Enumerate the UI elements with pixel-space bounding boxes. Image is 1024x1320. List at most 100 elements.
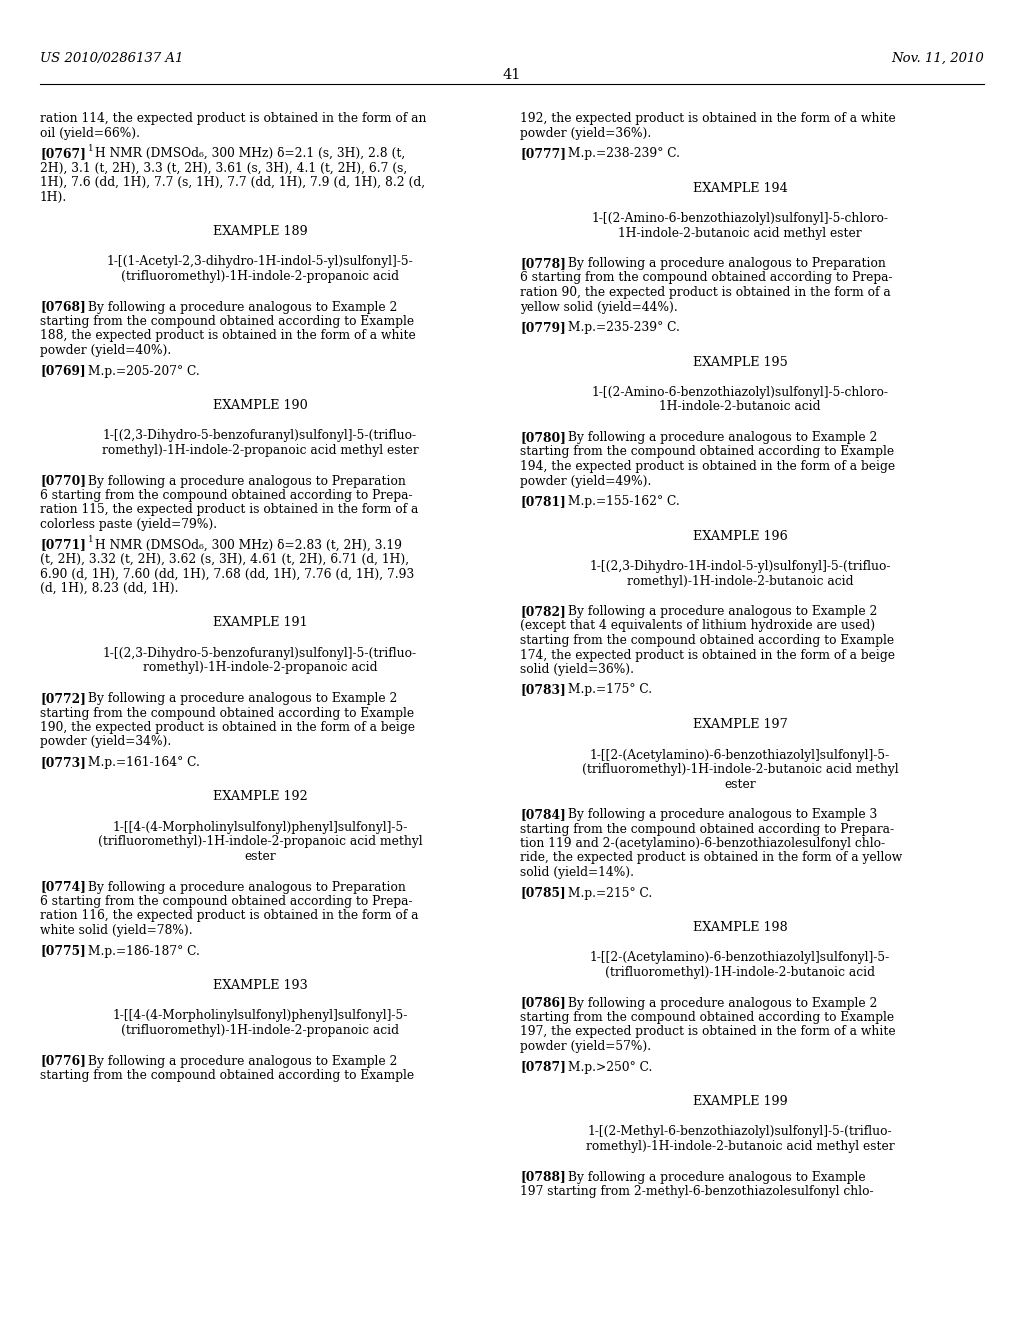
Text: ration 114, the expected product is obtained in the form of an: ration 114, the expected product is obta… <box>40 112 427 125</box>
Text: [0778]: [0778] <box>520 257 566 271</box>
Text: By following a procedure analogous to Preparation: By following a procedure analogous to Pr… <box>88 880 406 894</box>
Text: 194, the expected product is obtained in the form of a beige: 194, the expected product is obtained in… <box>520 459 895 473</box>
Text: white solid (yield=78%).: white solid (yield=78%). <box>40 924 193 937</box>
Text: tion 119 and 2-(acetylamino)-6-benzothiazolesulfonyl chlo-: tion 119 and 2-(acetylamino)-6-benzothia… <box>520 837 885 850</box>
Text: starting from the compound obtained according to Example: starting from the compound obtained acco… <box>520 446 894 458</box>
Text: 6 starting from the compound obtained according to Prepa-: 6 starting from the compound obtained ac… <box>520 272 893 285</box>
Text: 1-[[2-(Acetylamino)-6-benzothiazolyl]sulfonyl]-5-: 1-[[2-(Acetylamino)-6-benzothiazolyl]sul… <box>590 748 890 762</box>
Text: By following a procedure analogous to Example 2: By following a procedure analogous to Ex… <box>88 301 397 314</box>
Text: (except that 4 equivalents of lithium hydroxide are used): (except that 4 equivalents of lithium hy… <box>520 619 876 632</box>
Text: 1H).: 1H). <box>40 190 68 203</box>
Text: 1: 1 <box>88 536 93 544</box>
Text: 1H), 7.6 (dd, 1H), 7.7 (s, 1H), 7.7 (dd, 1H), 7.9 (d, 1H), 8.2 (d,: 1H), 7.6 (dd, 1H), 7.7 (s, 1H), 7.7 (dd,… <box>40 176 425 189</box>
Text: ration 90, the expected product is obtained in the form of a: ration 90, the expected product is obtai… <box>520 286 891 300</box>
Text: 1: 1 <box>88 144 93 153</box>
Text: solid (yield=14%).: solid (yield=14%). <box>520 866 634 879</box>
Text: ride, the expected product is obtained in the form of a yellow: ride, the expected product is obtained i… <box>520 851 902 865</box>
Text: 197, the expected product is obtained in the form of a white: 197, the expected product is obtained in… <box>520 1026 896 1039</box>
Text: starting from the compound obtained according to Example: starting from the compound obtained acco… <box>40 706 414 719</box>
Text: 6 starting from the compound obtained according to Prepa-: 6 starting from the compound obtained ac… <box>40 895 413 908</box>
Text: By following a procedure analogous to Example 3: By following a procedure analogous to Ex… <box>568 808 878 821</box>
Text: M.p.=175° C.: M.p.=175° C. <box>568 684 652 697</box>
Text: starting from the compound obtained according to Example: starting from the compound obtained acco… <box>40 1069 414 1082</box>
Text: [0773]: [0773] <box>40 756 86 770</box>
Text: 1-[[2-(Acetylamino)-6-benzothiazolyl]sulfonyl]-5-: 1-[[2-(Acetylamino)-6-benzothiazolyl]sul… <box>590 952 890 965</box>
Text: yellow solid (yield=44%).: yellow solid (yield=44%). <box>520 301 678 314</box>
Text: [0770]: [0770] <box>40 474 86 487</box>
Text: [0779]: [0779] <box>520 321 565 334</box>
Text: M.p.=186-187° C.: M.p.=186-187° C. <box>88 945 200 957</box>
Text: starting from the compound obtained according to Prepara-: starting from the compound obtained acco… <box>520 822 894 836</box>
Text: ester: ester <box>244 850 275 863</box>
Text: 1-[[4-(4-Morpholinylsulfonyl)phenyl]sulfonyl]-5-: 1-[[4-(4-Morpholinylsulfonyl)phenyl]sulf… <box>113 821 408 834</box>
Text: powder (yield=40%).: powder (yield=40%). <box>40 345 171 356</box>
Text: EXAMPLE 194: EXAMPLE 194 <box>692 181 787 194</box>
Text: romethyl)-1H-indole-2-propanoic acid: romethyl)-1H-indole-2-propanoic acid <box>142 661 377 675</box>
Text: (trifluoromethyl)-1H-indole-2-butanoic acid: (trifluoromethyl)-1H-indole-2-butanoic a… <box>605 966 874 979</box>
Text: [0772]: [0772] <box>40 692 86 705</box>
Text: 197 starting from 2-methyl-6-benzothiazolesulfonyl chlo-: 197 starting from 2-methyl-6-benzothiazo… <box>520 1185 873 1199</box>
Text: romethyl)-1H-indole-2-propanoic acid methyl ester: romethyl)-1H-indole-2-propanoic acid met… <box>101 444 419 457</box>
Text: 1-[(2,3-Dihydro-5-benzofuranyl)sulfonyl]-5-(trifluo-: 1-[(2,3-Dihydro-5-benzofuranyl)sulfonyl]… <box>103 647 417 660</box>
Text: (trifluoromethyl)-1H-indole-2-butanoic acid methyl: (trifluoromethyl)-1H-indole-2-butanoic a… <box>582 763 898 776</box>
Text: 1H-indole-2-butanoic acid: 1H-indole-2-butanoic acid <box>659 400 821 413</box>
Text: [0781]: [0781] <box>520 495 565 508</box>
Text: starting from the compound obtained according to Example: starting from the compound obtained acco… <box>520 634 894 647</box>
Text: M.p.=235-239° C.: M.p.=235-239° C. <box>568 321 680 334</box>
Text: [0769]: [0769] <box>40 364 86 378</box>
Text: EXAMPLE 192: EXAMPLE 192 <box>213 791 307 804</box>
Text: powder (yield=49%).: powder (yield=49%). <box>520 474 651 487</box>
Text: [0768]: [0768] <box>40 301 86 314</box>
Text: [0771]: [0771] <box>40 539 86 552</box>
Text: ration 115, the expected product is obtained in the form of a: ration 115, the expected product is obta… <box>40 503 419 516</box>
Text: [0787]: [0787] <box>520 1060 566 1073</box>
Text: (trifluoromethyl)-1H-indole-2-propanoic acid: (trifluoromethyl)-1H-indole-2-propanoic … <box>121 271 399 282</box>
Text: colorless paste (yield=79%).: colorless paste (yield=79%). <box>40 517 217 531</box>
Text: By following a procedure analogous to Example 2: By following a procedure analogous to Ex… <box>568 997 878 1010</box>
Text: EXAMPLE 190: EXAMPLE 190 <box>213 399 307 412</box>
Text: By following a procedure analogous to Preparation: By following a procedure analogous to Pr… <box>88 474 406 487</box>
Text: By following a procedure analogous to Example: By following a procedure analogous to Ex… <box>568 1171 865 1184</box>
Text: 192, the expected product is obtained in the form of a white: 192, the expected product is obtained in… <box>520 112 896 125</box>
Text: EXAMPLE 193: EXAMPLE 193 <box>213 979 307 993</box>
Text: M.p.>250° C.: M.p.>250° C. <box>568 1060 652 1073</box>
Text: EXAMPLE 197: EXAMPLE 197 <box>692 718 787 731</box>
Text: 1-[(2,3-Dihydro-1H-indol-5-yl)sulfonyl]-5-(trifluo-: 1-[(2,3-Dihydro-1H-indol-5-yl)sulfonyl]-… <box>589 560 891 573</box>
Text: EXAMPLE 191: EXAMPLE 191 <box>213 616 307 630</box>
Text: 1-[[4-(4-Morpholinylsulfonyl)phenyl]sulfonyl]-5-: 1-[[4-(4-Morpholinylsulfonyl)phenyl]sulf… <box>113 1010 408 1023</box>
Text: M.p.=155-162° C.: M.p.=155-162° C. <box>568 495 680 508</box>
Text: By following a procedure analogous to Preparation: By following a procedure analogous to Pr… <box>568 257 886 271</box>
Text: [0777]: [0777] <box>520 147 566 160</box>
Text: [0774]: [0774] <box>40 880 86 894</box>
Text: [0783]: [0783] <box>520 684 565 697</box>
Text: [0776]: [0776] <box>40 1055 86 1068</box>
Text: [0786]: [0786] <box>520 997 565 1010</box>
Text: 188, the expected product is obtained in the form of a white: 188, the expected product is obtained in… <box>40 330 416 342</box>
Text: M.p.=161-164° C.: M.p.=161-164° C. <box>88 756 200 770</box>
Text: 1-[(2-Amino-6-benzothiazolyl)sulfonyl]-5-chloro-: 1-[(2-Amino-6-benzothiazolyl)sulfonyl]-5… <box>592 213 889 224</box>
Text: powder (yield=57%).: powder (yield=57%). <box>520 1040 651 1053</box>
Text: 1H-indole-2-butanoic acid methyl ester: 1H-indole-2-butanoic acid methyl ester <box>618 227 862 239</box>
Text: EXAMPLE 195: EXAMPLE 195 <box>692 355 787 368</box>
Text: 6.90 (d, 1H), 7.60 (dd, 1H), 7.68 (dd, 1H), 7.76 (d, 1H), 7.93: 6.90 (d, 1H), 7.60 (dd, 1H), 7.68 (dd, 1… <box>40 568 415 581</box>
Text: M.p.=238-239° C.: M.p.=238-239° C. <box>568 147 680 160</box>
Text: (trifluoromethyl)-1H-indole-2-propanoic acid: (trifluoromethyl)-1H-indole-2-propanoic … <box>121 1024 399 1038</box>
Text: [0775]: [0775] <box>40 945 86 957</box>
Text: By following a procedure analogous to Example 2: By following a procedure analogous to Ex… <box>568 605 878 618</box>
Text: EXAMPLE 199: EXAMPLE 199 <box>692 1096 787 1107</box>
Text: 1-[(1-Acetyl-2,3-dihydro-1H-indol-5-yl)sulfonyl]-5-: 1-[(1-Acetyl-2,3-dihydro-1H-indol-5-yl)s… <box>106 256 414 268</box>
Text: By following a procedure analogous to Example 2: By following a procedure analogous to Ex… <box>568 432 878 444</box>
Text: romethyl)-1H-indole-2-butanoic acid: romethyl)-1H-indole-2-butanoic acid <box>627 574 853 587</box>
Text: 1-[(2-Methyl-6-benzothiazolyl)sulfonyl]-5-(trifluo-: 1-[(2-Methyl-6-benzothiazolyl)sulfonyl]-… <box>588 1126 892 1138</box>
Text: By following a procedure analogous to Example 2: By following a procedure analogous to Ex… <box>88 1055 397 1068</box>
Text: [0782]: [0782] <box>520 605 565 618</box>
Text: H NMR (DMSOd₆, 300 MHz) δ=2.1 (s, 3H), 2.8 (t,: H NMR (DMSOd₆, 300 MHz) δ=2.1 (s, 3H), 2… <box>95 147 406 160</box>
Text: starting from the compound obtained according to Example: starting from the compound obtained acco… <box>520 1011 894 1024</box>
Text: 190, the expected product is obtained in the form of a beige: 190, the expected product is obtained in… <box>40 721 415 734</box>
Text: ester: ester <box>724 777 756 791</box>
Text: powder (yield=34%).: powder (yield=34%). <box>40 735 171 748</box>
Text: solid (yield=36%).: solid (yield=36%). <box>520 663 634 676</box>
Text: 1-[(2,3-Dihydro-5-benzofuranyl)sulfonyl]-5-(trifluo-: 1-[(2,3-Dihydro-5-benzofuranyl)sulfonyl]… <box>103 429 417 442</box>
Text: H NMR (DMSOd₆, 300 MHz) δ=2.83 (t, 2H), 3.19: H NMR (DMSOd₆, 300 MHz) δ=2.83 (t, 2H), … <box>95 539 402 552</box>
Text: 2H), 3.1 (t, 2H), 3.3 (t, 2H), 3.61 (s, 3H), 4.1 (t, 2H), 6.7 (s,: 2H), 3.1 (t, 2H), 3.3 (t, 2H), 3.61 (s, … <box>40 161 408 174</box>
